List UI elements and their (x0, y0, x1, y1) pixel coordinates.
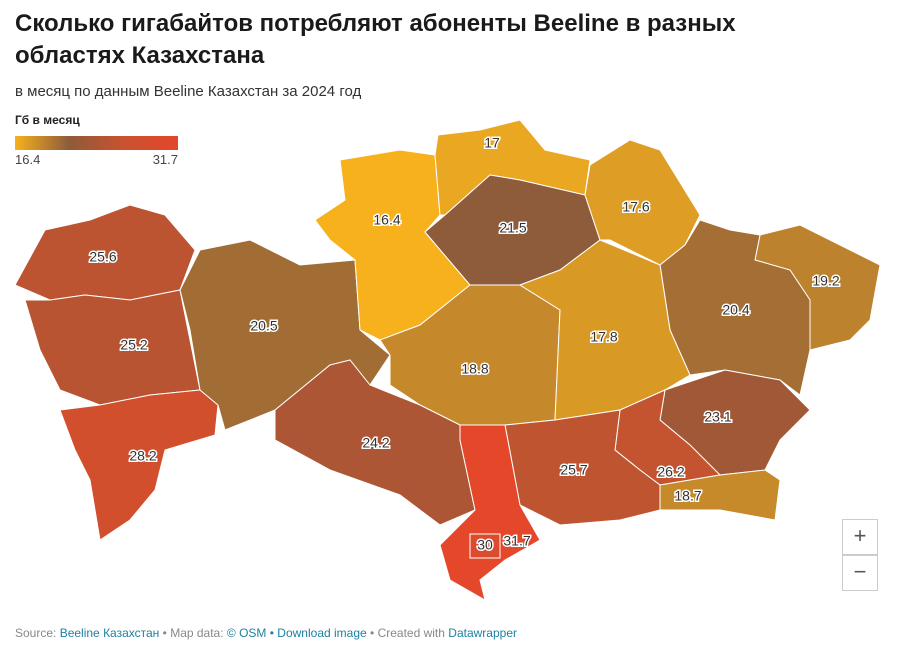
legend-min: 16.4 (15, 152, 40, 167)
region-label: 31.7 (503, 533, 530, 549)
region-label: 21.5 (499, 220, 526, 236)
region (469, 533, 501, 559)
footer: Source: Beeline Казахстан • Map data: © … (15, 626, 517, 640)
region (659, 219, 811, 396)
region-label: 26.2 (657, 464, 684, 480)
legend-max: 31.7 (153, 152, 178, 167)
map-label: • Map data: (162, 626, 224, 640)
region (659, 469, 781, 521)
title: Сколько гигабайтов потребляют абоненты B… (15, 8, 736, 72)
legend-gradient (15, 136, 178, 150)
region-label: 19.2 (812, 273, 839, 289)
osm-link[interactable]: © OSM (226, 626, 267, 640)
region-label: 18.7 (674, 488, 701, 504)
region-label: 20.4 (722, 302, 749, 318)
map: Гб в месяц 16.4 31.7 25.6 25.2 28.2 20.5 16.… (14, 113, 881, 602)
region (584, 139, 701, 266)
region-label: 25.2 (120, 337, 147, 353)
source-label: Source: (15, 626, 57, 640)
legend-title: Гб в месяц (15, 113, 80, 127)
region (59, 389, 219, 541)
region (24, 289, 201, 406)
region-label: 20.5 (250, 318, 277, 334)
created-label: • Created with (370, 626, 445, 640)
region-label: 17.8 (590, 329, 617, 345)
region (504, 409, 661, 526)
zoom-out[interactable]: − (842, 555, 878, 591)
region-label: 30 (477, 537, 493, 553)
region (518, 239, 691, 421)
region-label: 24.2 (362, 435, 389, 451)
region-label: 16.4 (373, 212, 400, 228)
region-label: 17.6 (622, 199, 649, 215)
region-label: 28.2 (129, 448, 156, 464)
datawrapper-link[interactable]: Datawrapper (448, 626, 517, 640)
region-label: 23.1 (704, 409, 731, 425)
region-label: 18.8 (461, 361, 488, 377)
region (439, 424, 541, 602)
title-line: областях Казахстана (15, 42, 265, 69)
subtitle: в месяц по данным Beeline Казахстан за 2… (15, 83, 362, 100)
source-link[interactable]: Beeline Казахстан (59, 626, 160, 640)
region-label: 17 (484, 135, 500, 151)
zoom-in[interactable]: + (842, 519, 878, 555)
title-line: Сколько гигабайтов потребляют абоненты B… (15, 10, 736, 37)
region-label: 25.6 (89, 249, 116, 265)
download-link[interactable]: • Download image (269, 626, 367, 640)
region-label: 25.7 (560, 462, 587, 478)
